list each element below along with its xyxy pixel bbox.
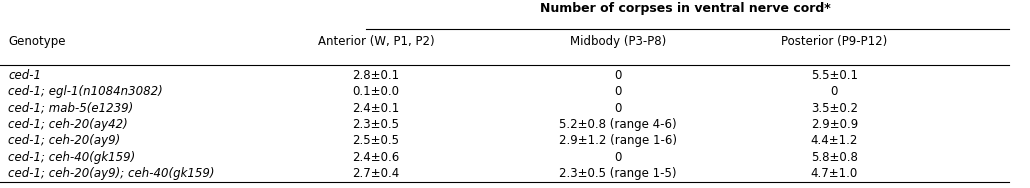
Text: Midbody (P3-P8): Midbody (P3-P8) [570, 35, 666, 48]
Text: 0: 0 [614, 151, 622, 164]
Text: 0: 0 [830, 85, 838, 98]
Text: 3.5±0.2: 3.5±0.2 [811, 102, 858, 115]
Text: 2.8±0.1: 2.8±0.1 [352, 69, 400, 82]
Text: 0.1±0.0: 0.1±0.0 [352, 85, 400, 98]
Text: ced-1; ceh-20(ay9): ced-1; ceh-20(ay9) [8, 134, 121, 147]
Text: Number of corpses in ventral nerve cord*: Number of corpses in ventral nerve cord* [540, 2, 830, 15]
Text: 2.7±0.4: 2.7±0.4 [352, 167, 400, 180]
Text: 5.2±0.8 (range 4-6): 5.2±0.8 (range 4-6) [559, 118, 677, 131]
Text: ced-1; ceh-20(ay9); ceh-40(gk159): ced-1; ceh-20(ay9); ceh-40(gk159) [8, 167, 214, 180]
Text: 2.9±1.2 (range 1-6): 2.9±1.2 (range 1-6) [559, 134, 677, 147]
Text: 0: 0 [614, 69, 622, 82]
Text: 2.9±0.9: 2.9±0.9 [811, 118, 858, 131]
Text: 0: 0 [614, 85, 622, 98]
Text: 2.4±0.1: 2.4±0.1 [352, 102, 400, 115]
Text: Anterior (W, P1, P2): Anterior (W, P1, P2) [317, 35, 435, 48]
Text: 2.5±0.5: 2.5±0.5 [352, 134, 400, 147]
Text: ced-1; ceh-40(gk159): ced-1; ceh-40(gk159) [8, 151, 136, 164]
Text: 2.3±0.5: 2.3±0.5 [352, 118, 400, 131]
Text: ced-1; egl-1(n1084n3082): ced-1; egl-1(n1084n3082) [8, 85, 163, 98]
Text: 0: 0 [614, 102, 622, 115]
Text: ced-1; mab-5(e1239): ced-1; mab-5(e1239) [8, 102, 134, 115]
Text: 4.4±1.2: 4.4±1.2 [811, 134, 858, 147]
Text: 2.4±0.6: 2.4±0.6 [352, 151, 400, 164]
Text: Genotype: Genotype [8, 35, 66, 48]
Text: 5.8±0.8: 5.8±0.8 [811, 151, 858, 164]
Text: ced-1; ceh-20(ay42): ced-1; ceh-20(ay42) [8, 118, 128, 131]
Text: 4.7±1.0: 4.7±1.0 [811, 167, 858, 180]
Text: 2.3±0.5 (range 1-5): 2.3±0.5 (range 1-5) [559, 167, 677, 180]
Text: ced-1: ced-1 [8, 69, 41, 82]
Text: Posterior (P9-P12): Posterior (P9-P12) [781, 35, 888, 48]
Text: 5.5±0.1: 5.5±0.1 [811, 69, 858, 82]
